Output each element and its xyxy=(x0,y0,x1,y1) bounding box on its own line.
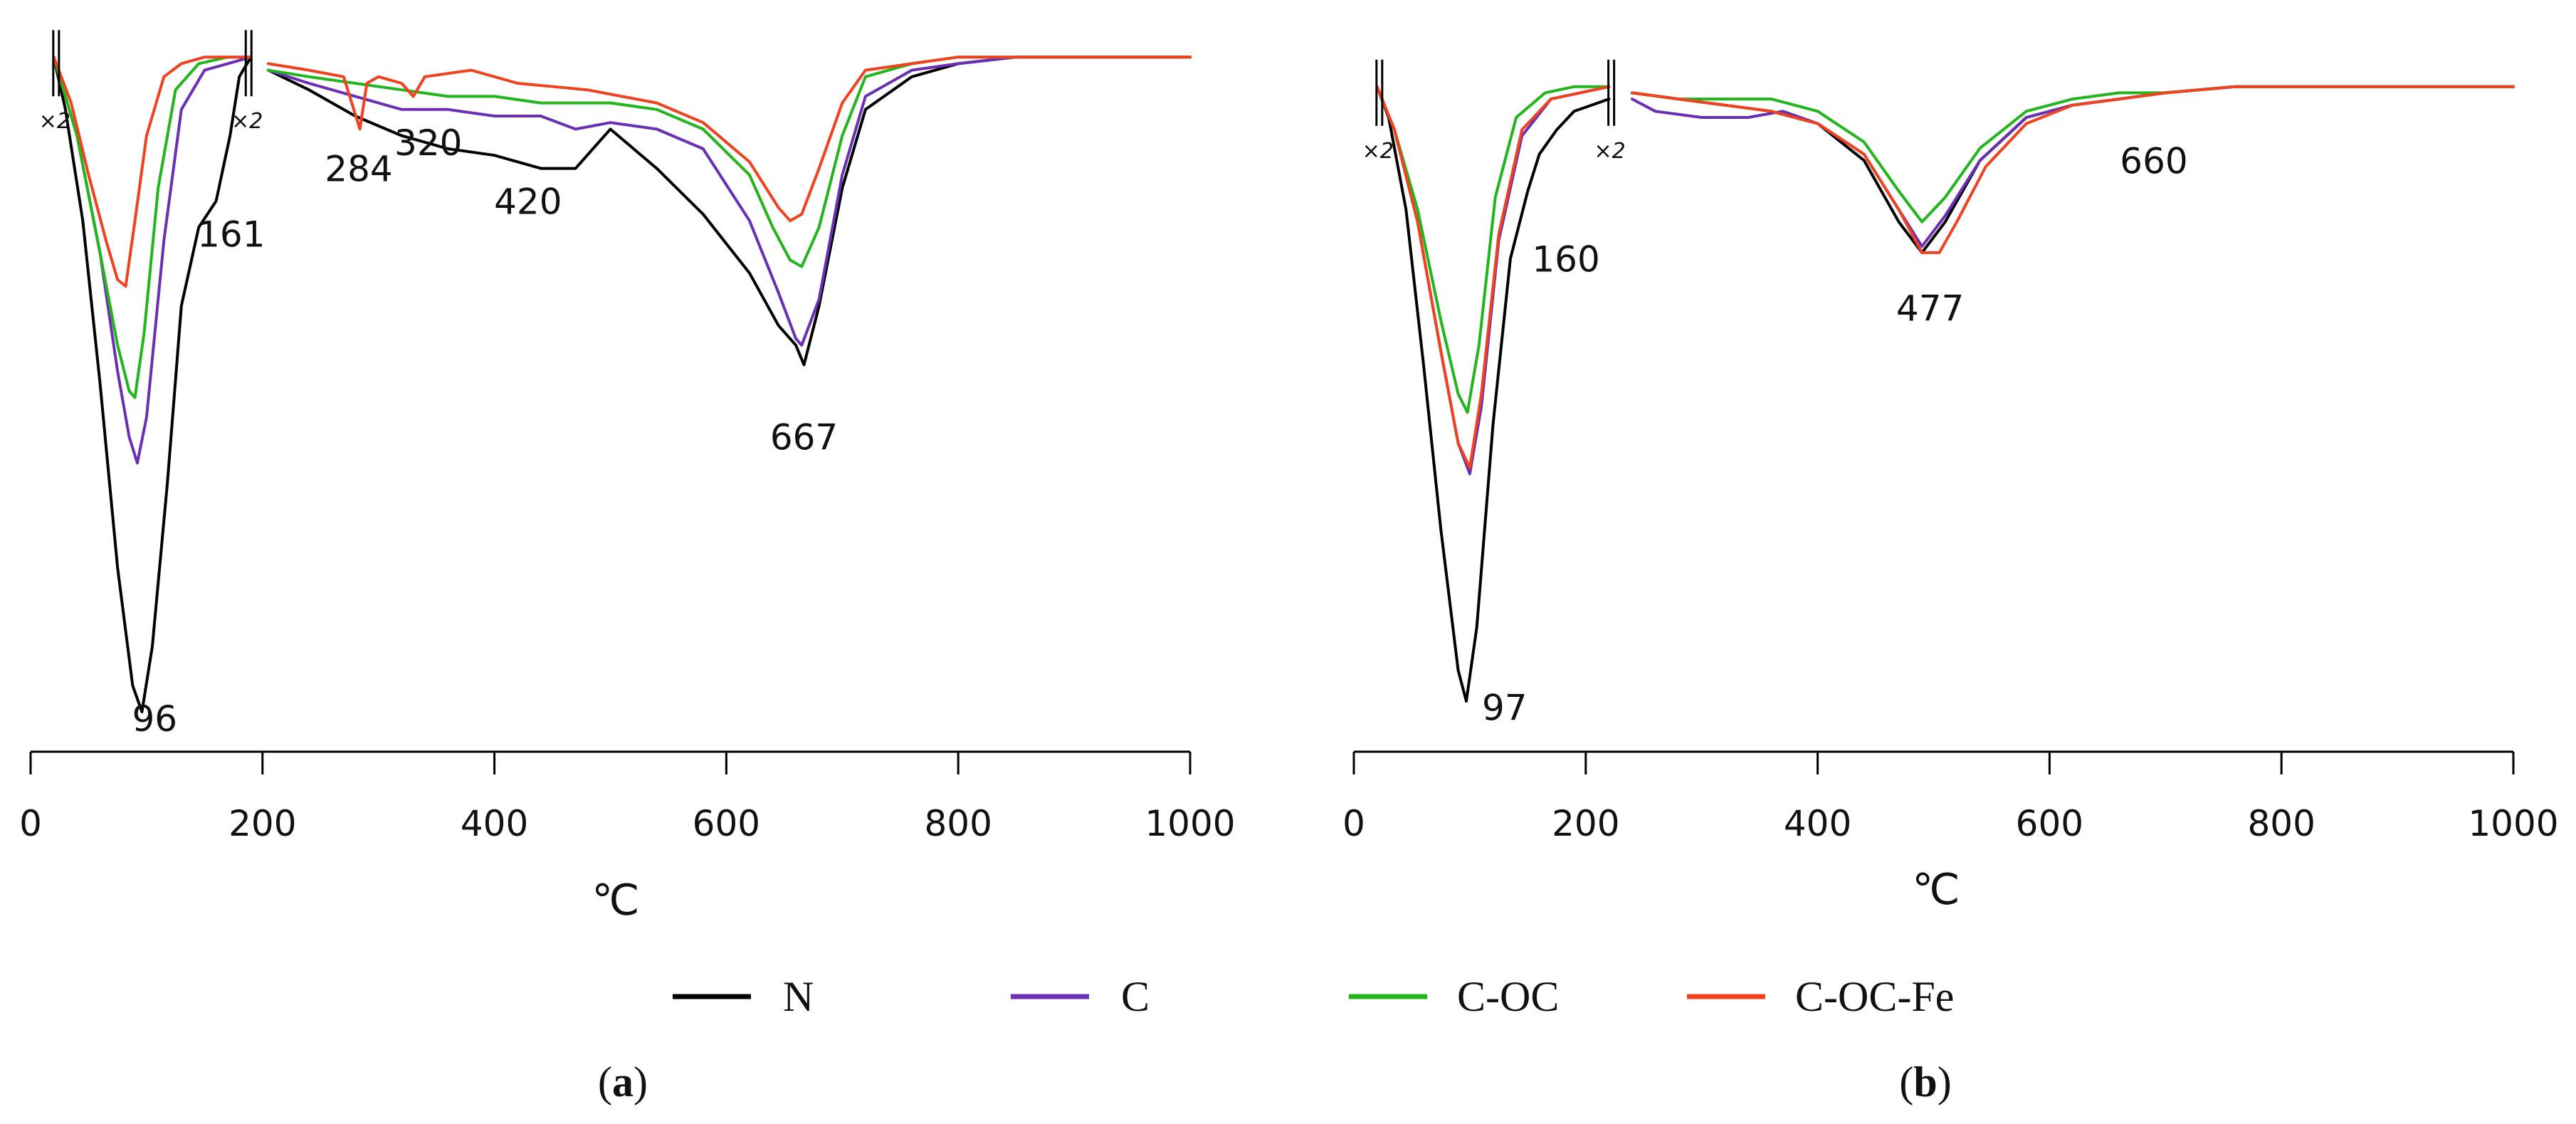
panel-b-series-c-oc-segment-1 xyxy=(1375,85,1611,414)
panel-b-series-c-oc-segment-2 xyxy=(1631,85,2515,224)
panel-a-x-tick-label-0: 0 xyxy=(19,803,42,844)
break-multiplier-label: ×2 xyxy=(1594,139,1626,164)
peak-annotation-160: 160 xyxy=(1532,238,1599,280)
panel-b-x-tick-label-200: 200 xyxy=(1552,803,1619,844)
panel-a-x-tick-label-600: 600 xyxy=(693,803,760,844)
panel-a-series-c-oc-segment-1 xyxy=(52,56,253,399)
panel-a-break-marker-1: ×2 xyxy=(39,30,70,134)
legend-label-c-oc: C-OC xyxy=(1457,973,1559,1020)
panel-a-break-markers: ×2 ×2 xyxy=(39,30,263,134)
panel-a-label: (a) xyxy=(598,1059,648,1105)
panel-b-break-marker-2: ×2 xyxy=(1594,59,1626,164)
panel-b-break-marker-1: ×2 xyxy=(1362,59,1394,164)
panel-a-break-marker-2: ×2 xyxy=(231,30,263,134)
panel-a-x-tick-label-200: 200 xyxy=(228,803,296,844)
panel-b-x-tick-label-1000: 1000 xyxy=(2468,803,2558,844)
panel-a-x-tick-label-1000: 1000 xyxy=(1145,803,1235,844)
legend-label-c-oc-fe: C-OC-Fe xyxy=(1795,973,1954,1020)
panel-b-annotations: 97 160 477 660 xyxy=(1482,140,2188,728)
break-multiplier-label: ×2 xyxy=(39,109,70,134)
panel-a-series-n-segment-2 xyxy=(266,56,1192,367)
break-multiplier-label: ×2 xyxy=(1362,139,1394,164)
panel-b-series-n-segment-1 xyxy=(1375,85,1611,703)
panel-b-x-axis: 0 200 400 600 800 1000 xyxy=(1342,750,2559,844)
peak-annotation-660: 660 xyxy=(2120,140,2187,182)
panel-b-series-layer xyxy=(1375,85,2515,703)
panel-b-series-c-oc-fe-segment-2 xyxy=(1631,85,2515,254)
panel-a-x-tick-label-800: 800 xyxy=(924,803,992,844)
panel-a-series-n-segment-1 xyxy=(52,56,253,713)
peak-annotation-420: 420 xyxy=(494,182,562,223)
break-multiplier-label: ×2 xyxy=(231,109,263,134)
legend-label-c: C xyxy=(1121,973,1150,1020)
panel-b-x-axis-title: ℃ xyxy=(1912,865,1960,915)
panel-a-x-axis: 0 200 400 600 800 1000 xyxy=(19,750,1236,844)
panel-a-x-axis-title: ℃ xyxy=(592,876,639,925)
peak-annotation-161: 161 xyxy=(197,214,265,256)
peak-annotation-284: 284 xyxy=(325,149,392,190)
panel-b-x-tick-label-800: 800 xyxy=(2247,803,2315,844)
panel-a-series-c-segment-2 xyxy=(266,56,1192,347)
peak-annotation-96: 96 xyxy=(132,698,177,740)
panel-a-series-layer xyxy=(52,56,1192,713)
peak-annotation-477: 477 xyxy=(1896,288,1964,330)
panel-b-x-tick-label-400: 400 xyxy=(1784,803,1851,844)
peak-annotation-320: 320 xyxy=(394,122,462,164)
panel-b-chart: ×2 ×2 97 160 477 660 0 200 400 600 800 1000 ℃ (b) xyxy=(1342,59,2559,1105)
legend-label-n: N xyxy=(783,973,814,1020)
panel-b-x-tick-label-600: 600 xyxy=(2016,803,2083,844)
panel-a-series-c-oc-fe-segment-2 xyxy=(266,56,1192,223)
panel-a-series-c-oc-fe-segment-1 xyxy=(52,56,253,288)
panel-a-x-tick-label-400: 400 xyxy=(461,803,528,844)
peak-annotation-667: 667 xyxy=(770,417,838,458)
panel-b-x-tick-label-0: 0 xyxy=(1342,803,1365,844)
peak-annotation-97: 97 xyxy=(1482,688,1528,729)
panel-b-label: (b) xyxy=(1899,1059,1951,1105)
panel-b-break-markers: ×2 ×2 xyxy=(1362,59,1626,164)
legend: N C C-OC C-OC-Fe xyxy=(673,973,1954,1020)
panel-b-series-c-oc-fe-segment-1 xyxy=(1375,85,1611,469)
